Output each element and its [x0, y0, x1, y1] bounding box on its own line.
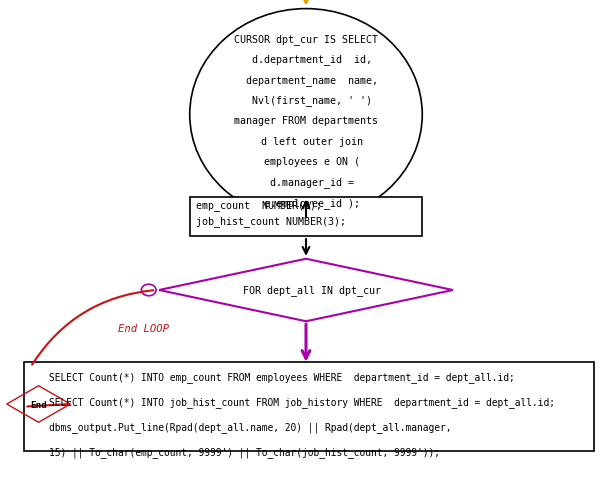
- Text: SELECT Count(*) INTO job_hist_count FROM job_history WHERE  department_id = dept: SELECT Count(*) INTO job_hist_count FROM…: [49, 396, 555, 407]
- Text: d.department_id  id,: d.department_id id,: [240, 54, 372, 65]
- Text: e.employee_id );: e.employee_id );: [252, 197, 360, 208]
- Text: manager FROM departments: manager FROM departments: [234, 116, 378, 126]
- Text: 15) || To_char(emp_count, 9999') || To_char(job_hist_count, 9999'));: 15) || To_char(emp_count, 9999') || To_c…: [49, 446, 440, 457]
- Text: Nvl(first_name, ' '): Nvl(first_name, ' '): [240, 95, 372, 106]
- Text: d left outer join: d left outer join: [249, 136, 363, 146]
- Text: dbms_output.Put_line(Rpad(dept_all.name, 20) || Rpad(dept_all.manager,: dbms_output.Put_line(Rpad(dept_all.name,…: [49, 421, 452, 432]
- Text: department_name  name,: department_name name,: [234, 75, 378, 85]
- Text: End LOOP: End LOOP: [118, 324, 170, 334]
- Text: d.manager_id =: d.manager_id =: [258, 177, 354, 188]
- FancyArrowPatch shape: [28, 404, 67, 407]
- FancyBboxPatch shape: [24, 362, 594, 451]
- FancyBboxPatch shape: [190, 197, 422, 237]
- Text: End: End: [30, 400, 47, 408]
- Text: SELECT Count(*) INTO emp_count FROM employees WHERE  department_id = dept_all.id: SELECT Count(*) INTO emp_count FROM empl…: [49, 371, 515, 382]
- Text: emp_count  NUMBER(3);
job_hist_count NUMBER(3);: emp_count NUMBER(3); job_hist_count NUMB…: [196, 200, 346, 227]
- FancyArrowPatch shape: [302, 324, 310, 359]
- Text: FOR dept_all IN dpt_cur: FOR dept_all IN dpt_cur: [243, 285, 381, 296]
- Text: employees e ON (: employees e ON (: [252, 157, 360, 167]
- Text: CURSOR dpt_cur IS SELECT: CURSOR dpt_cur IS SELECT: [234, 34, 378, 45]
- FancyArrowPatch shape: [32, 291, 153, 365]
